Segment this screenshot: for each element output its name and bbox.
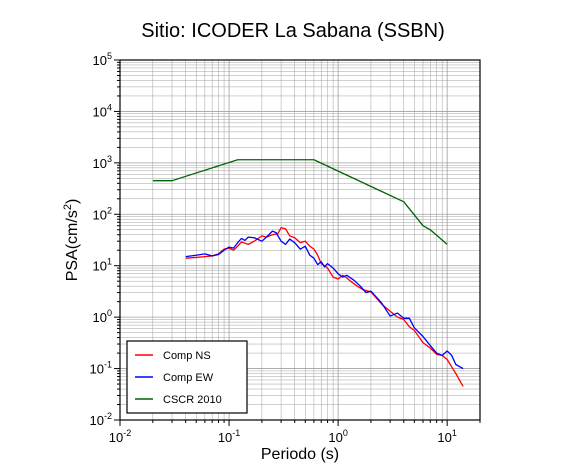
y-tick-label: 100 — [93, 308, 112, 325]
y-tick-label: 101 — [93, 257, 112, 274]
legend-label-comp-ew: Comp EW — [163, 372, 214, 384]
legend-label-cscr-2010: CSCR 2010 — [163, 394, 222, 406]
plot-frame — [119, 59, 481, 421]
y-tick-label: 102 — [93, 205, 112, 222]
x-tick-label: 101 — [437, 428, 456, 445]
series-line-comp-ew — [185, 230, 464, 370]
x-axis-label: Periodo (s) — [260, 446, 340, 463]
legend: Comp NS Comp EW CSCR 2010 — [126, 340, 248, 414]
series-line-cscr-2010 — [152, 159, 448, 245]
chart-title: Sitio: ICODER La Sabana (SSBN) — [141, 20, 445, 42]
series-line-comp-ns — [185, 226, 464, 387]
y-tick-label: 105 — [93, 51, 112, 68]
x-tick-label: 10-1 — [218, 428, 240, 445]
x-tick-label: 100 — [328, 428, 347, 445]
axis-ticks: 10-2 10-1 100 101 10-2 10-1 100 101 102 103 104 105 — [90, 51, 481, 445]
plot-border — [119, 59, 481, 421]
x-tick-label: 10-2 — [109, 428, 131, 445]
y-tick-label: 104 — [93, 102, 112, 119]
y-tick-label: 103 — [93, 154, 112, 171]
series-lines — [152, 159, 464, 387]
y-tick-label: 10-1 — [90, 360, 112, 377]
y-tick-label: 10-2 — [90, 411, 112, 428]
legend-label-comp-ns: Comp NS — [163, 350, 211, 362]
